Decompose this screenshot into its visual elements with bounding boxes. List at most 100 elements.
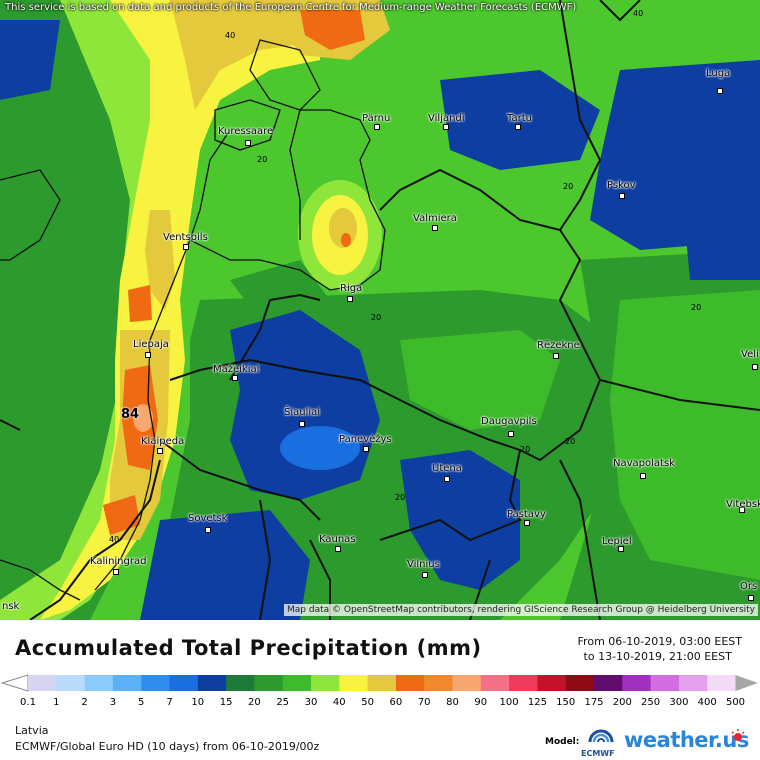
legend-tick-label: 400 — [697, 697, 717, 708]
city-label-vitebsk: Vitebsk — [726, 499, 760, 510]
legend-tick-label: 40 — [332, 697, 346, 708]
legend-tick-label: 25 — [276, 697, 290, 708]
legend-tick-label: 20 — [248, 697, 261, 708]
city-label-klaipeda: Klaipeda — [141, 436, 185, 447]
city-marker — [515, 124, 521, 130]
city-marker — [347, 296, 353, 302]
city-marker — [444, 476, 450, 482]
legend-tick-label: 50 — [361, 697, 374, 708]
city-label-daugavpils: Daugavpils — [481, 416, 537, 427]
legend-swatch — [84, 675, 114, 691]
max-precipitation-value: 84 — [121, 407, 140, 422]
city-marker — [748, 595, 754, 601]
city-marker — [145, 352, 151, 358]
legend-swatch — [367, 675, 397, 691]
precipitation-map[interactable]: This service is based on data and produc… — [0, 0, 760, 620]
contour-label: 40 — [225, 31, 236, 40]
precipitation-field — [0, 0, 760, 620]
legend-swatch — [650, 675, 680, 691]
city-label-viljandi: Viljandi — [428, 113, 465, 124]
legend-swatch — [254, 675, 284, 691]
city-label-parnu: Pärnu — [362, 113, 391, 124]
city-marker — [232, 375, 238, 381]
city-marker — [205, 527, 211, 533]
city-label-vilnius: Vilnius — [407, 559, 440, 570]
city-marker — [553, 353, 559, 359]
legend-swatch — [197, 675, 227, 691]
city-label-veli: Veli — [741, 349, 759, 360]
city-marker — [422, 572, 428, 578]
weather-us-logo[interactable]: weather.us — [624, 728, 749, 752]
legend-swatch — [565, 675, 595, 691]
legend-tick-label: 70 — [417, 697, 431, 708]
chart-title: Accumulated Total Precipitation (mm) — [15, 636, 482, 660]
city-label-kaunas: Kaunas — [319, 534, 356, 545]
legend-swatch — [452, 675, 482, 691]
legend-tick-label: 1 — [53, 697, 60, 708]
legend-tick-label: 80 — [446, 697, 459, 708]
legend-swatch — [56, 675, 86, 691]
legend-swatch — [480, 675, 510, 691]
city-label-kuressaare: Kuressaare — [218, 126, 274, 137]
contour-label: 20 — [257, 155, 268, 164]
city-label-utena: Utena — [432, 463, 462, 474]
legend-swatch — [311, 675, 340, 691]
legend-swatch — [339, 675, 369, 691]
brand-name: weather. — [624, 728, 723, 752]
city-label-riga: Riga — [340, 283, 363, 294]
contour-label: 20 — [520, 445, 531, 454]
legend-tick-label: 200 — [612, 697, 632, 708]
legend-tick-label: 175 — [584, 697, 604, 708]
legend-swatch — [622, 675, 652, 691]
city-marker — [717, 88, 723, 94]
city-marker — [508, 431, 514, 437]
period-from: From 06-10-2019, 03:00 EEST — [577, 635, 742, 648]
legend-tick-label: 150 — [556, 697, 576, 708]
contour-label: 20 — [563, 182, 574, 191]
city-label-lepiel: Lepiel — [602, 536, 632, 547]
legend-tick-label: 7 — [166, 697, 173, 708]
legend-tick-label: 500 — [725, 697, 746, 708]
legend-tick-label: 125 — [527, 697, 547, 708]
legend-tick-label: 300 — [669, 697, 689, 708]
city-label-kaliningrad: Kaliningrad — [90, 556, 147, 567]
contour-label: 40 — [633, 9, 644, 18]
legend-swatch — [424, 675, 453, 691]
city-marker — [374, 124, 380, 130]
ecmwf-logo-icon — [588, 729, 614, 743]
ecmwf-logo-text: ECMWF — [581, 749, 615, 758]
legend-swatch — [112, 675, 142, 691]
city-marker — [299, 421, 305, 427]
legend-tick-label: 15 — [219, 697, 233, 708]
legend-over-arrow — [735, 675, 758, 691]
legend-swatch — [28, 675, 57, 691]
forecast-period: From 06-10-2019, 03:00 EEST to 13-10-201… — [578, 634, 742, 664]
city-label-pastavy: Pastavy — [507, 509, 546, 520]
legend-under-arrow — [0, 674, 29, 692]
region-label: Latvia — [15, 724, 49, 737]
legend-swatch — [226, 675, 255, 691]
legend-swatch — [707, 675, 736, 691]
legend-tick-labels: 0.1 1 2 3 5 7 10 15 20 25 30 40 50 60 70 80 90 100 125 150 1… — [0, 697, 760, 711]
city-label-sovetsk: Sovetsk — [188, 513, 228, 524]
legend-tick-label: 250 — [641, 697, 661, 708]
city-marker — [739, 507, 745, 513]
city-label-panevezys: Panevėžys — [339, 434, 392, 445]
contour-label: 20 — [371, 313, 382, 322]
legend-tick-label: 90 — [474, 697, 488, 708]
osm-attribution[interactable]: Map data © OpenStreetMap contributors, r… — [284, 604, 758, 616]
legend-tick-label: 100 — [499, 697, 519, 708]
model-info: ECMWF/Global Euro HD (10 days) from 06-1… — [15, 740, 320, 753]
city-marker — [245, 140, 251, 146]
city-marker — [183, 244, 189, 250]
city-marker — [618, 546, 624, 552]
legend-swatch — [282, 675, 312, 691]
city-label-rezekne: Rēzekne — [537, 340, 580, 351]
color-legend — [0, 674, 758, 692]
period-to: to 13-10-2019, 21:00 EEST — [583, 650, 732, 663]
contour-label: 40 — [109, 535, 120, 544]
contour-label: 20 — [395, 493, 406, 502]
city-marker — [335, 546, 341, 552]
city-marker — [443, 124, 449, 130]
model-label: Model: — [545, 737, 580, 747]
